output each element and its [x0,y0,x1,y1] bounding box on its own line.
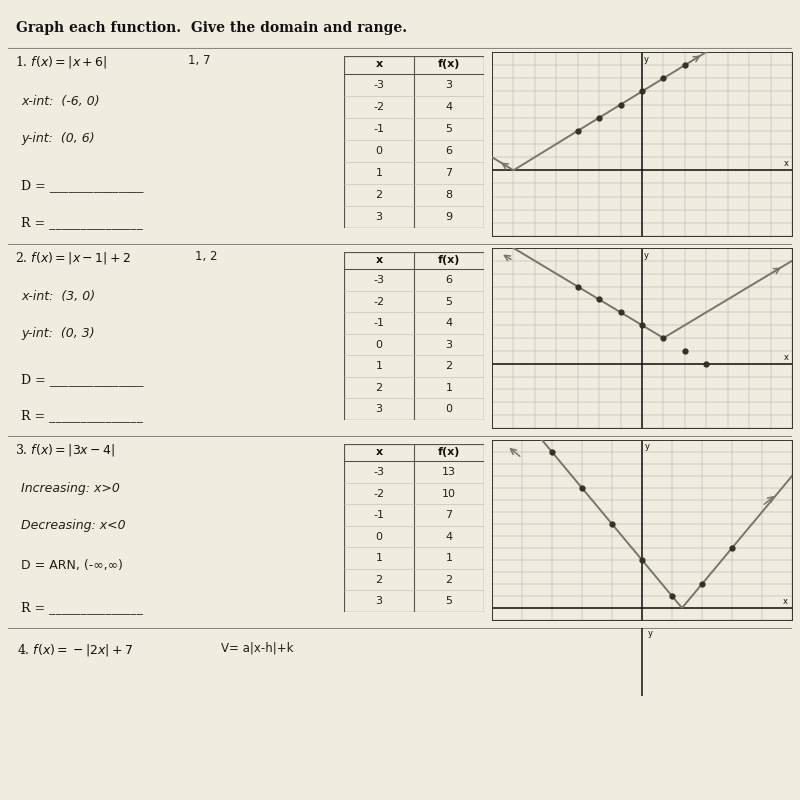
Text: 1: 1 [375,362,382,371]
Text: 7: 7 [446,510,453,520]
Text: R = _______________: R = _______________ [21,217,143,230]
Text: 4: 4 [446,318,453,328]
Text: 3: 3 [375,212,382,222]
Text: -3: -3 [374,467,385,477]
Text: -2: -2 [374,297,385,306]
Text: 0: 0 [446,404,453,414]
Text: f(x): f(x) [438,59,460,70]
Text: 3: 3 [375,404,382,414]
Text: 1: 1 [446,554,453,563]
Text: -2: -2 [374,102,385,112]
Text: 10: 10 [442,489,456,498]
Text: 8: 8 [446,190,453,200]
Text: 2: 2 [375,382,382,393]
Text: 1: 1 [375,554,382,563]
Text: 4: 4 [446,532,453,542]
Text: 9: 9 [446,212,453,222]
Text: 3: 3 [446,80,453,90]
Text: 1. $f(x)=|x+6|$: 1. $f(x)=|x+6|$ [14,54,107,70]
Text: 4: 4 [446,102,453,112]
Text: V= a|x-h|+k: V= a|x-h|+k [222,642,294,654]
Text: 2: 2 [375,190,382,200]
Text: R = _______________: R = _______________ [21,409,143,422]
Text: -3: -3 [374,80,385,90]
Text: y: y [645,442,650,451]
Text: y-int:  (0, 6): y-int: (0, 6) [21,132,94,146]
Text: 6: 6 [446,146,453,156]
Text: Graph each function.  Give the domain and range.: Graph each function. Give the domain and… [16,22,407,35]
Text: -2: -2 [374,489,385,498]
Text: 2: 2 [446,574,453,585]
Text: x: x [375,59,382,70]
Text: 1: 1 [375,168,382,178]
Text: -3: -3 [374,275,385,285]
Text: 0: 0 [375,146,382,156]
Text: y: y [644,250,649,259]
Text: R = _______________: R = _______________ [21,601,143,614]
Text: x: x [375,447,382,457]
Text: f(x): f(x) [438,255,460,265]
Text: x: x [784,159,789,168]
Text: 2: 2 [375,574,382,585]
Text: -1: -1 [374,318,385,328]
Text: 7: 7 [446,168,453,178]
Text: x-int:  (3, 0): x-int: (3, 0) [21,290,95,303]
Text: D = ARN, (-∞,∞): D = ARN, (-∞,∞) [21,559,123,572]
Text: x-int:  (-6, 0): x-int: (-6, 0) [21,95,100,108]
Text: -1: -1 [374,510,385,520]
Text: 5: 5 [446,297,453,306]
Text: 1, 2: 1, 2 [195,250,218,262]
Text: 5: 5 [446,596,453,606]
Text: f(x): f(x) [438,447,460,457]
Text: 2: 2 [446,362,453,371]
Text: y: y [644,54,649,64]
Text: x: x [375,255,382,265]
Text: Increasing: x>0: Increasing: x>0 [21,482,120,495]
Text: D = _______________: D = _______________ [21,373,144,386]
Text: 1, 7: 1, 7 [189,54,211,67]
Text: 3: 3 [446,340,453,350]
Text: 1: 1 [446,382,453,393]
Text: 0: 0 [375,340,382,350]
Text: 3: 3 [375,596,382,606]
Text: x: x [782,597,787,606]
Text: 13: 13 [442,467,456,477]
Text: 6: 6 [446,275,453,285]
Text: -1: -1 [374,124,385,134]
Text: 5: 5 [446,124,453,134]
Text: 0: 0 [375,532,382,542]
Text: 4. $f(x)=-|2x|+7$: 4. $f(x)=-|2x|+7$ [18,642,134,658]
Text: x: x [784,353,789,362]
Text: y: y [648,629,653,638]
Text: y-int:  (0, 3): y-int: (0, 3) [21,326,94,339]
Text: 3. $f(x)=|3x-4|$: 3. $f(x)=|3x-4|$ [14,442,115,458]
Text: D = _______________: D = _______________ [21,179,144,192]
Text: 2. $f(x)=|x-1|+2$: 2. $f(x)=|x-1|+2$ [14,250,130,266]
Text: Decreasing: x<0: Decreasing: x<0 [21,518,126,531]
